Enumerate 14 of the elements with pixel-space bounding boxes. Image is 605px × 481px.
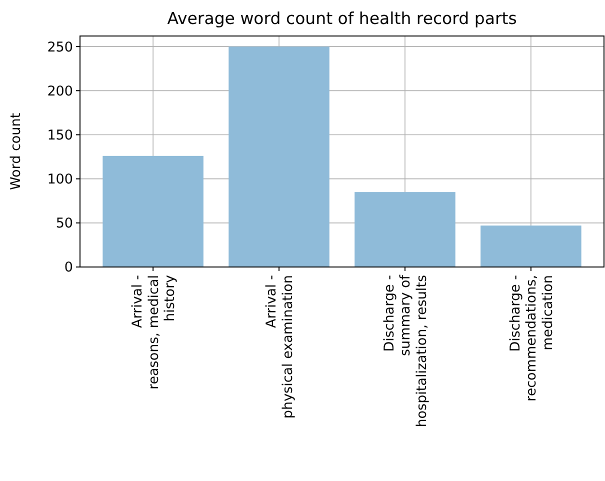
y-axis-title: Word count <box>8 112 24 190</box>
chart-title: Average word count of health record parts <box>167 9 517 28</box>
y-tick-label: 100 <box>47 172 73 188</box>
x-tick-label: Discharge - recommendations, medication <box>507 274 556 402</box>
y-tick-label: 200 <box>47 83 73 100</box>
bar <box>228 46 330 267</box>
y-tick-label: 50 <box>56 216 73 232</box>
y-tick-label: 0 <box>64 260 73 276</box>
bar <box>102 156 204 267</box>
x-tick-label: Arrival - reasons, medical history <box>130 274 178 390</box>
bar <box>480 226 582 267</box>
y-tick-label: 150 <box>47 127 73 144</box>
y-tick-label: 250 <box>47 39 73 56</box>
bar <box>354 192 456 267</box>
